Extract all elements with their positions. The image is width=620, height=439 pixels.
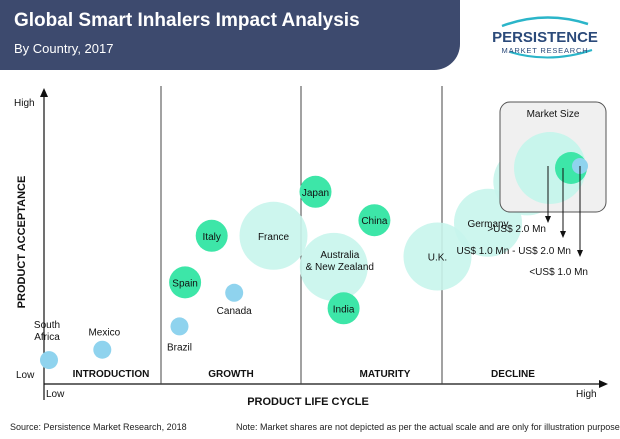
legend-arrow-medium-icon xyxy=(560,231,566,238)
bubble-label: Italy xyxy=(203,232,221,243)
bubble-japan xyxy=(299,175,332,208)
bubble-label: Spain xyxy=(172,278,198,289)
bubble-south-africa xyxy=(40,351,58,370)
bubble-label: Brazil xyxy=(167,342,192,353)
header-banner: Global Smart Inhalers Impact Analysis By… xyxy=(0,0,460,70)
stage-label-decline: DECLINE xyxy=(491,369,535,380)
bubble-india xyxy=(327,292,360,325)
y-tick-high: High xyxy=(14,98,35,109)
x-axis-label: PRODUCT LIFE CYCLE xyxy=(247,396,369,408)
stage-label-introduction: INTRODUCTION xyxy=(73,369,150,380)
y-axis-arrow-icon xyxy=(40,88,48,97)
logo-line2: MARKET RESEARCH xyxy=(502,46,589,55)
company-logo: PERSISTENCE MARKET RESEARCH xyxy=(492,16,598,59)
bubble-label: France xyxy=(258,232,290,243)
bubble-label: South Africa xyxy=(34,320,60,343)
bubble-france xyxy=(239,201,308,270)
legend-arrow-large-icon xyxy=(545,216,551,223)
bubble-italy xyxy=(195,219,228,252)
y-tick-low: Low xyxy=(16,370,35,381)
logo-line1: PERSISTENCE xyxy=(492,29,598,46)
bubble-label: U.K. xyxy=(428,253,447,264)
bubble-label: Mexico xyxy=(88,328,120,339)
source-note: Source: Persistence Market Research, 201… xyxy=(10,422,187,432)
y-axis-label: PRODUCT ACCEPTANCE xyxy=(16,176,28,309)
bubble-australia-new-zealand xyxy=(299,232,368,301)
bubble-label: Canada xyxy=(217,306,252,317)
x-axis-arrow-icon xyxy=(599,380,608,388)
legend-label-large: >US$ 2.0 Mn xyxy=(487,224,546,235)
bubble-label: Japan xyxy=(302,188,329,199)
logo-swoosh-icon xyxy=(501,16,593,59)
stage-label-growth: GROWTH xyxy=(208,369,254,380)
bubble-label: India xyxy=(333,304,355,315)
bubble-brazil xyxy=(170,317,189,336)
bubble-spain xyxy=(169,266,202,299)
legend-bubble-large xyxy=(514,132,586,204)
bubble-u-k xyxy=(403,222,472,291)
bubble-china xyxy=(358,204,391,237)
page-subtitle: By Country, 2017 xyxy=(14,41,114,56)
bubble-layer: South Africa Mexico Brazil Canada Spain India I… xyxy=(34,147,562,370)
legend-label-medium: US$ 1.0 Mn - US$ 2.0 Mn xyxy=(457,246,572,257)
x-tick-low: Low xyxy=(46,389,65,400)
legend-title: Market Size xyxy=(527,109,580,120)
x-tick-high: High xyxy=(576,389,597,400)
bubble-label: China xyxy=(361,216,388,227)
bubble-mexico xyxy=(93,340,112,359)
legend-label-small: <US$ 1.0 Mn xyxy=(529,267,588,278)
bubble-label: Germany xyxy=(467,219,508,230)
bubble-canada xyxy=(225,283,244,302)
stage-label-maturity: MATURITY xyxy=(360,369,411,380)
legend-arrow-small-icon xyxy=(577,250,583,257)
bubble-label: Australia & New Zealand xyxy=(306,250,374,273)
disclaimer-note: Note: Market shares are not depicted as … xyxy=(236,422,620,432)
page-title: Global Smart Inhalers Impact Analysis xyxy=(14,10,360,31)
size-legend: Market Size >US$ 2.0 Mn US$ 1.0 Mn - US$… xyxy=(457,101,607,278)
